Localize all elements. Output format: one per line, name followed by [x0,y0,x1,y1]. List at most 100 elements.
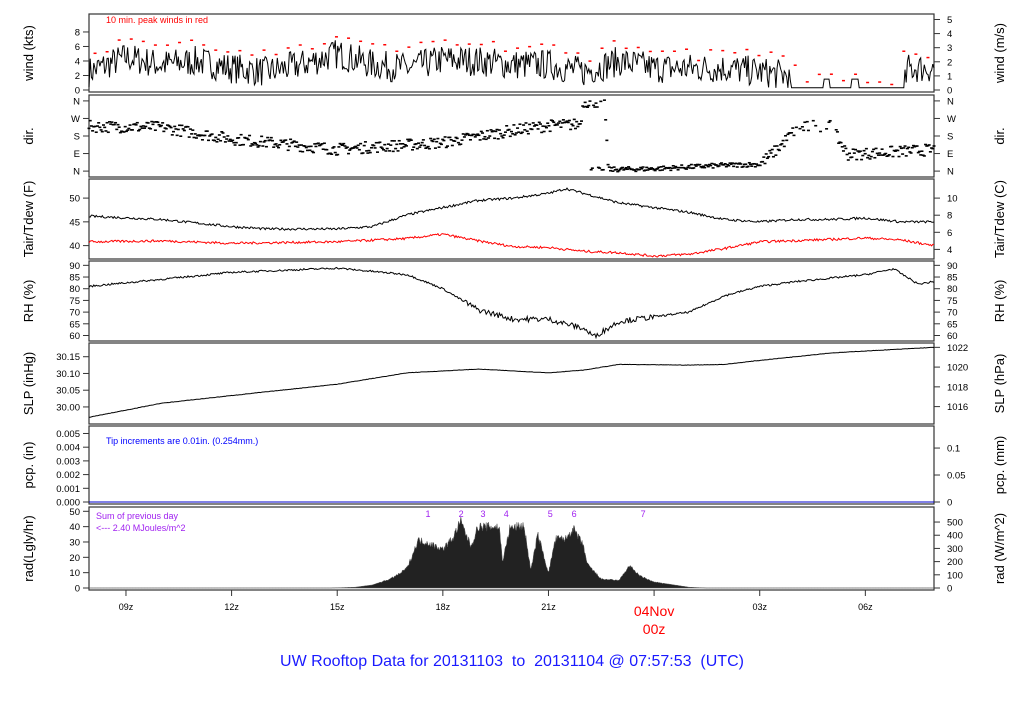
x-tick-label: 12z [224,602,239,612]
y-tick-label: E [74,149,80,160]
y-tick-label: 40 [69,522,80,533]
y-tick-label: 0.001 [56,484,80,495]
y-tick-label: 30.15 [56,352,80,363]
y-tick-label: 0.000 [56,498,80,509]
rad-note: Sum of previous day [96,511,179,521]
y-tick-label: 50 [69,507,80,518]
y-right-tick-label: 0 [947,584,952,595]
y-tick-label: 85 [69,273,80,284]
y-right-tick-label: 60 [947,331,958,342]
y-right-tick-label: 1016 [947,402,968,413]
y-tick-label: 0.004 [56,443,80,454]
tdew-series [88,232,934,258]
x-date-label: 04Nov [634,603,674,619]
y-axis-label-right: Tair/Tdew (C) [992,180,1007,258]
y-axis-label: wind (kts) [21,25,36,82]
y-tick-label: 50 [69,194,80,205]
y-right-tick-label: 90 [947,261,958,272]
y-tick-label: 30.05 [56,386,80,397]
y-tick-label: 0 [75,86,80,97]
y-tick-label: 30.00 [56,402,80,413]
y-right-tick-label: E [947,149,953,160]
rad-marker-label: 2 [459,509,464,519]
y-right-tick-label: 65 [947,319,958,330]
y-tick-label: 8 [75,27,80,38]
y-axis-label: SLP (inHg) [21,352,36,415]
pcp-note: Tip increments are 0.01in. (0.254mm.) [106,436,258,446]
slp-series [88,346,935,418]
y-tick-label: 80 [69,284,80,295]
panel-temp: 40 45 50 4 6 8 10 Tair/Tdew (F) Tair/Tdew (C) [21,178,1007,260]
panel-wind: 0 2 4 6 8 0 1 2 3 4 5 wind (kts) wind (m/s) 10 min. p… [21,13,1007,97]
chart-title: UW Rooftop Data for 20131103 to 20131104… [280,653,744,670]
panel-slp: 30.00 30.05 30.10 30.15 1016 1018 1020 1022 SLP … [21,342,1007,425]
x-tick-label: 06z [858,602,873,612]
y-tick-label: 6 [75,42,80,53]
y-tick-label: 0.003 [56,456,80,467]
y-right-tick-label: 8 [947,211,952,222]
y-tick-label: W [71,114,80,125]
y-right-tick-label: 500 [947,518,963,529]
y-tick-label: 60 [69,331,80,342]
y-right-tick-label: 6 [947,228,952,239]
wind-series [88,40,935,89]
y-axis-label-right: RH (%) [992,280,1007,323]
y-right-tick-label: 300 [947,544,963,555]
y-axis-label-right: rad (W/m^2) [992,513,1007,584]
y-right-tick-label: 100 [947,570,963,581]
y-axis-label: Tair/Tdew (F) [21,181,36,258]
temp-frame [88,178,935,260]
y-axis-label: dir. [21,127,36,144]
y-right-tick-label: 4 [947,245,952,256]
y-tick-label: 65 [69,319,80,330]
tair-series [88,187,935,231]
x-tick-label: 21z [541,602,556,612]
y-right-tick-label: 80 [947,284,958,295]
wind-note: 10 min. peak winds in red [106,15,208,25]
y-tick-label: 20 [69,553,80,564]
y-right-tick-label: W [947,114,956,125]
y-tick-label: 10 [69,568,80,579]
y-right-tick-label: 2 [947,57,952,68]
y-axis-label: rad(Lgly/hr) [21,515,36,581]
y-tick-label: 30.10 [56,369,80,380]
rad-marker-label: 5 [548,509,553,519]
y-right-tick-label: 0.05 [947,471,966,482]
y-axis-label-right: dir. [992,127,1007,144]
y-tick-label: 75 [69,296,80,307]
y-right-tick-label: 1022 [947,343,968,354]
y-tick-label: 0.002 [56,470,80,481]
y-tick-label: 0 [75,584,80,595]
y-tick-label: 0.005 [56,429,80,440]
slp-frame [88,342,935,425]
x-tick-label: 00z [643,621,666,637]
y-right-tick-label: 4 [947,29,952,40]
y-right-tick-label: 75 [947,296,958,307]
pcp-frame [88,425,935,505]
panel-pcp: 0.000 0.001 0.002 0.003 0.004 0.005 0 0.05 0.1 pc… [21,425,1007,509]
y-tick-label: 45 [69,217,80,228]
y-right-tick-label: 0 [947,498,952,509]
y-axis-label-right: pcp. (mm) [992,436,1007,495]
y-tick-label: S [74,132,80,143]
y-right-tick-label: N [947,96,954,107]
rh-frame [88,260,935,342]
y-right-tick-label: 10 [947,194,958,205]
rad-marker-label: 6 [572,509,577,519]
y-axis-label: RH (%) [21,280,36,323]
y-tick-label: 2 [75,71,80,82]
y-right-tick-label: S [947,132,953,143]
x-tick-label: 15z [330,602,345,612]
rad-marker-label: 1 [426,509,431,519]
y-axis-label-right: wind (m/s) [992,23,1007,84]
y-right-tick-label: 5 [947,15,952,26]
y-tick-label: N [73,96,80,107]
y-tick-label: N [73,167,80,178]
x-tick-label: 03z [752,602,767,612]
y-tick-label: 4 [75,56,80,67]
y-right-tick-label: 1018 [947,382,968,393]
y-right-tick-label: 3 [947,43,952,54]
